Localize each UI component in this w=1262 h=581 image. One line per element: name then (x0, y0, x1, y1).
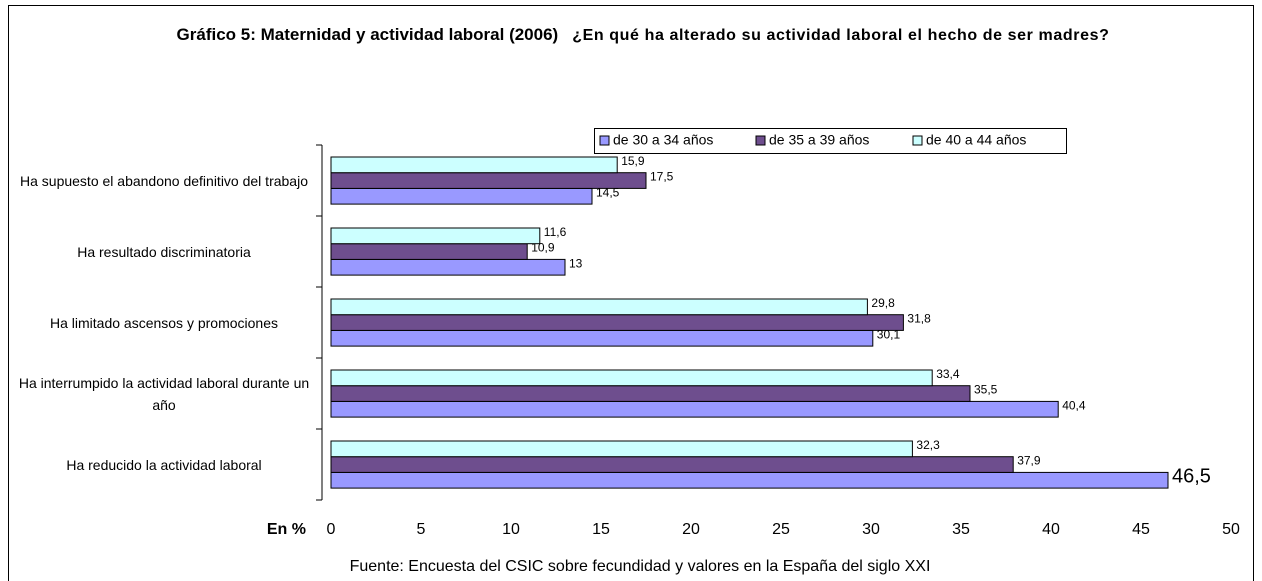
value-label: 37,9 (1017, 454, 1041, 468)
chart-subtitle: ¿En qué ha alterado su actividad laboral… (572, 27, 1110, 44)
legend-swatch (755, 135, 766, 146)
value-label: 46,5 (1172, 466, 1211, 488)
category-label: Ha resultado discriminatoria (77, 243, 251, 260)
bar (330, 456, 1014, 473)
bar (330, 440, 913, 458)
bar (330, 227, 541, 245)
bar (330, 258, 566, 276)
x-tick-label: 25 (772, 521, 790, 538)
bar (330, 298, 868, 316)
source: Fuente: Encuesta del CSIC sobre fecundid… (350, 558, 931, 575)
value-label: 17,5 (650, 170, 674, 184)
bar (330, 471, 1169, 489)
category-label: Ha interrumpido la actividad laboral dur… (18, 374, 310, 413)
legend-label: de 30 a 34 años (613, 132, 713, 148)
value-label: 33,4 (936, 367, 960, 381)
legend-swatch (599, 135, 610, 146)
value-label: 13 (569, 256, 583, 270)
legend-label: de 40 a 44 años (926, 132, 1026, 148)
bar (330, 187, 593, 205)
category-label: Ha limitado ascensos y promociones (50, 314, 278, 331)
legend-box (594, 128, 1067, 154)
x-tick-label: 10 (502, 521, 520, 538)
legend-swatch (912, 135, 923, 146)
x-tick-label: 30 (862, 521, 880, 538)
value-label: 10,9 (531, 241, 555, 255)
x-tick-label: 0 (327, 521, 336, 538)
chart-title: Gráfico 5: Maternidad y actividad labora… (176, 25, 559, 44)
title-block: Gráfico 5: Maternidad y actividad labora… (160, 20, 1126, 51)
value-label: 15,9 (621, 154, 645, 168)
x-tick-label: 45 (1132, 521, 1150, 538)
x-tick-label: 35 (952, 521, 970, 538)
category-label: Ha reducido la actividad laboral (66, 456, 262, 473)
value-label: 29,8 (871, 296, 895, 310)
x-tick-label: 50 (1222, 521, 1240, 538)
bar (330, 243, 528, 260)
value-label: 31,8 (907, 312, 931, 326)
category-label: Ha supuesto el abandono definitivo del t… (20, 172, 308, 189)
bar (330, 156, 618, 174)
value-label: 35,5 (974, 383, 998, 397)
value-label: 40,4 (1062, 398, 1086, 412)
value-label: 11,6 (544, 225, 567, 239)
legend-label: de 35 a 39 años (769, 132, 869, 148)
bar (330, 329, 874, 347)
x-tick-label: 5 (417, 521, 426, 538)
value-label: 30,1 (877, 327, 901, 341)
bar (330, 172, 647, 189)
x-tick-label: 20 (682, 521, 700, 538)
bar (330, 369, 933, 387)
bar (330, 400, 1059, 418)
x-axis-label: En % (267, 521, 306, 538)
value-label: 32,3 (916, 438, 940, 452)
x-tick-label: 40 (1042, 521, 1060, 538)
value-label: 14,5 (596, 185, 620, 199)
bar (330, 314, 904, 331)
bar (330, 385, 971, 402)
x-tick-label: 15 (592, 521, 610, 538)
